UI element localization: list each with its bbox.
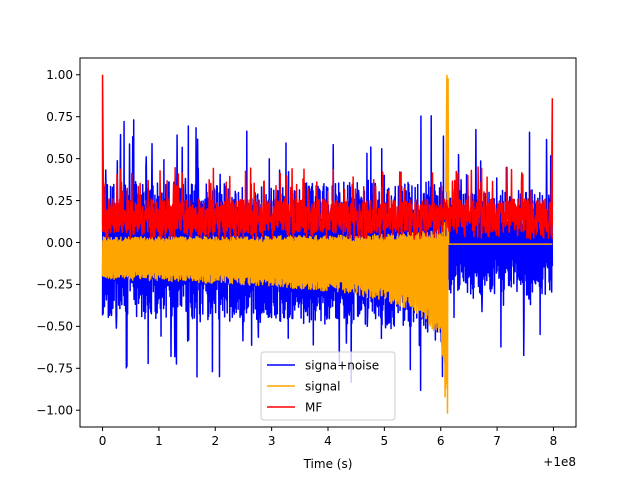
legend-label-mf: MF bbox=[305, 401, 322, 415]
y-tick-label: −0.75 bbox=[36, 362, 73, 376]
legend: signa+noise signal MF bbox=[260, 351, 396, 421]
x-tick-label: 6 bbox=[437, 434, 445, 448]
y-tick-label: 0.00 bbox=[46, 236, 73, 250]
x-tick-label: 5 bbox=[381, 434, 389, 448]
x-tick-label: 8 bbox=[550, 434, 558, 448]
y-tick-label: 0.50 bbox=[46, 152, 73, 166]
x-tick-label: 3 bbox=[268, 434, 276, 448]
x-tick-label: 7 bbox=[493, 434, 501, 448]
x-tick-label: 0 bbox=[99, 434, 107, 448]
legend-label-signal: signal bbox=[305, 380, 341, 394]
y-tick-label: −0.25 bbox=[36, 278, 73, 292]
x-axis-label: Time (s) bbox=[303, 457, 353, 471]
legend-label-signa-noise: signa+noise bbox=[305, 359, 379, 373]
x-axis: 0 1 2 3 4 5 6 7 8 bbox=[99, 427, 558, 448]
y-tick-label: −0.50 bbox=[36, 320, 73, 334]
y-tick-label: 0.75 bbox=[46, 110, 73, 124]
y-tick-label: −1.00 bbox=[36, 404, 73, 418]
legend-box bbox=[260, 351, 396, 421]
series-mf-line bbox=[101, 166, 554, 240]
series-signal-line bbox=[101, 221, 553, 398]
y-tick-label: 0.25 bbox=[46, 194, 73, 208]
y-axis: 1.00 0.75 0.50 0.25 0.00 −0.25 −0.50 −0.75 −1.00 bbox=[36, 68, 80, 418]
x-tick-label: 1 bbox=[155, 434, 163, 448]
x-tick-label: 2 bbox=[211, 434, 219, 448]
y-tick-label: 1.00 bbox=[46, 68, 73, 82]
series-mf-end-peak bbox=[550, 98, 554, 226]
x-tick-label: 4 bbox=[324, 434, 332, 448]
series-mf-start-peak bbox=[101, 74, 105, 226]
x-axis-offset-label: +1e8 bbox=[543, 455, 576, 469]
